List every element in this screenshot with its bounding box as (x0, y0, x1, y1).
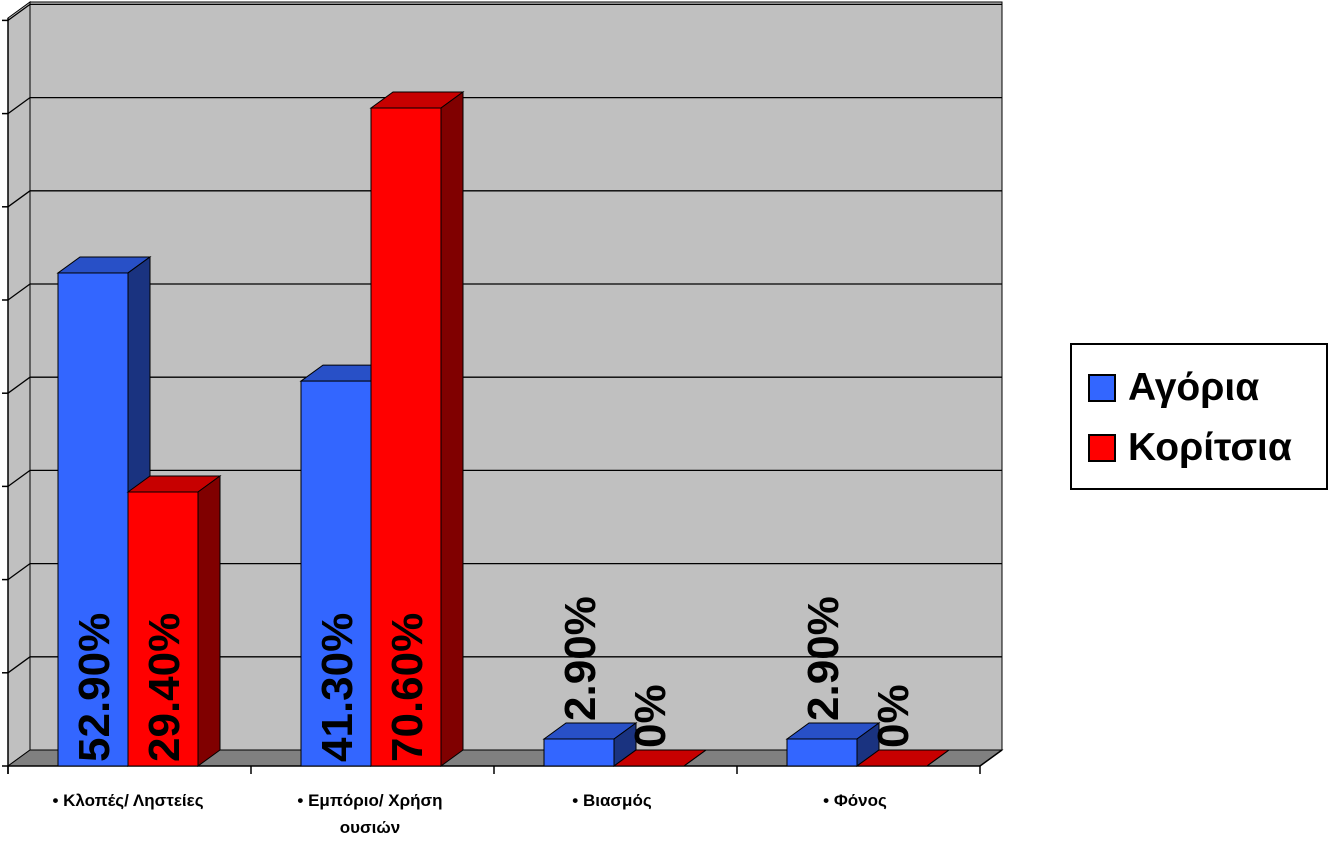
x-tick-label-drugs: • Εμπόριο/ Χρήση ουσιών (297, 791, 443, 837)
bar-boys (786, 738, 858, 767)
legend-swatch-girls (1088, 434, 1116, 462)
bar-girls-side (197, 475, 221, 767)
legend-item-girls: Κορίτσια (1088, 428, 1292, 468)
side-wall (7, 1, 31, 767)
gridline-side (7, 97, 31, 115)
data-label-boys: 2.90% (799, 596, 848, 721)
legend: Αγόρια Κορίτσια (1070, 343, 1328, 490)
bar-girls (370, 107, 442, 767)
gridline-side (7, 656, 31, 674)
data-label-boys: 2.90% (556, 596, 605, 721)
gridline-side (7, 376, 31, 394)
bar-girls (127, 491, 199, 767)
gridline-side (7, 3, 31, 21)
data-label-girls: 0% (869, 684, 918, 748)
gridline-side (7, 469, 31, 487)
bar-boys (57, 272, 129, 767)
x-tick-label-rape: • Βιασμός (572, 791, 652, 810)
legend-label-girls: Κορίτσια (1128, 426, 1292, 469)
data-label-boys: 52.90% (70, 613, 119, 762)
legend-label-boys: Αγόρια (1128, 366, 1260, 409)
x-tick-label-murder: • Φόνος (823, 791, 887, 810)
gridline-side (7, 190, 31, 208)
data-label-boys: 41.30% (313, 613, 362, 762)
legend-swatch-boys (1088, 374, 1116, 402)
data-label-girls: 0% (626, 684, 675, 748)
data-label-girls: 29.40% (140, 613, 189, 762)
bar-girls-side (440, 91, 464, 767)
data-label-girls: 70.60% (383, 613, 432, 762)
gridline-side (7, 283, 31, 301)
bar-girls-side (683, 749, 707, 767)
x-tick-label-thefts: • Κλοπές/ Ληστείες (52, 791, 204, 810)
floor-edge (979, 749, 1003, 767)
gridline-side (7, 563, 31, 581)
legend-item-boys: Αγόρια (1088, 368, 1259, 408)
bar-girls-side (926, 749, 950, 767)
bar-boys (543, 738, 615, 767)
